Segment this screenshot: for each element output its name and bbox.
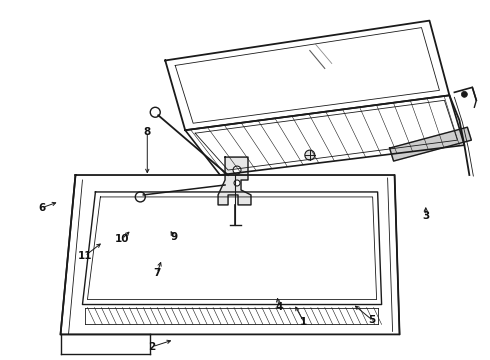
Text: 6: 6 xyxy=(39,203,46,213)
Circle shape xyxy=(462,91,467,97)
Circle shape xyxy=(233,166,241,174)
Text: 10: 10 xyxy=(115,234,129,244)
Text: 5: 5 xyxy=(368,315,376,325)
Text: 4: 4 xyxy=(275,302,283,312)
Text: 7: 7 xyxy=(153,268,161,278)
Text: 2: 2 xyxy=(148,342,156,352)
Text: 1: 1 xyxy=(300,317,307,327)
Circle shape xyxy=(234,180,240,186)
Text: 9: 9 xyxy=(171,232,178,242)
Polygon shape xyxy=(390,127,471,161)
Text: 8: 8 xyxy=(144,127,151,136)
Text: 11: 11 xyxy=(77,251,92,261)
Circle shape xyxy=(305,150,315,160)
Polygon shape xyxy=(218,157,251,205)
Text: 3: 3 xyxy=(422,211,429,221)
